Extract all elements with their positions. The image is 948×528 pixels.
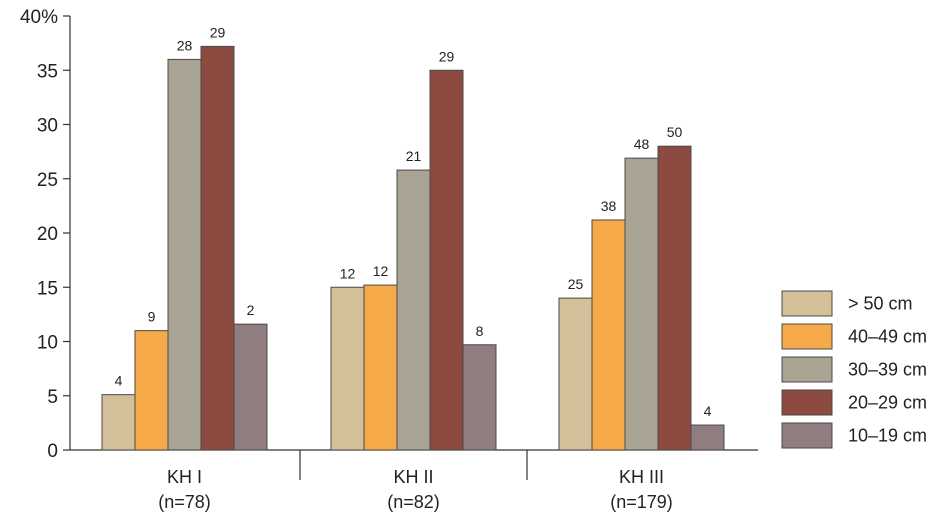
- x-category-sublabel: (n=78): [158, 492, 211, 512]
- bar-value-label: 28: [177, 37, 193, 53]
- bar: [200, 45, 235, 451]
- bar-value-label: 38: [601, 198, 617, 214]
- bar: [167, 58, 202, 451]
- bar: [462, 344, 497, 451]
- bar-value-label: 29: [439, 48, 455, 64]
- y-tick-label: 25: [37, 170, 58, 191]
- bar: [134, 330, 169, 451]
- bar-value-label: 2: [247, 302, 255, 318]
- legend-swatch: [781, 323, 833, 350]
- y-tick-label: 5: [47, 387, 58, 408]
- bar-value-label: 4: [704, 403, 712, 419]
- bar: [558, 297, 593, 451]
- x-category-sublabel: (n=82): [387, 492, 440, 512]
- legend-label: 10–19 cm: [848, 426, 927, 446]
- bar: [233, 323, 268, 451]
- x-category-sublabel: (n=179): [610, 492, 673, 512]
- bar: [429, 69, 464, 451]
- y-tick-label: 35: [37, 61, 58, 82]
- legend-label: 20–29 cm: [848, 393, 927, 413]
- x-category-label: KH I: [167, 467, 202, 487]
- bar-value-label: 29: [210, 24, 226, 40]
- bar-value-label: 25: [568, 276, 584, 292]
- bar: [624, 157, 659, 451]
- legend-label: 40–49 cm: [848, 327, 927, 347]
- y-tick-label: 30: [37, 116, 58, 137]
- bar: [690, 424, 725, 451]
- legend-swatch: [781, 422, 833, 449]
- legend-label: 30–39 cm: [848, 360, 927, 380]
- bar-value-label: 8: [476, 323, 484, 339]
- y-tick-label: 0: [47, 441, 58, 462]
- x-category-label: KH II: [393, 467, 433, 487]
- legend-swatch: [781, 356, 833, 383]
- bar-value-label: 12: [340, 265, 356, 281]
- legend: > 50 cm 40–49 cm 30–39 cm 20–29 cm 10–19 cm: [781, 290, 927, 449]
- bar-value-label: 48: [634, 136, 650, 152]
- x-category-label: KH III: [619, 467, 664, 487]
- y-tick-label: 40%: [20, 7, 58, 28]
- bar-value-label: 4: [115, 373, 123, 389]
- bars: [101, 45, 725, 451]
- bar: [363, 284, 398, 451]
- legend-swatch: [781, 389, 833, 416]
- y-tick-label: 15: [37, 278, 58, 299]
- bar-value-label: 9: [148, 309, 156, 325]
- y-tick-label: 10: [37, 333, 58, 354]
- legend-label: > 50 cm: [848, 294, 913, 314]
- bar: [396, 169, 431, 451]
- bar: [657, 145, 692, 451]
- y-tick-label: 20: [37, 224, 58, 245]
- bar: [101, 394, 136, 451]
- bar-value-label: 21: [406, 148, 422, 164]
- legend-swatch: [781, 290, 833, 317]
- bar-value-label: 12: [373, 263, 389, 279]
- bar-value-label: 50: [667, 124, 683, 140]
- bar: [330, 286, 365, 451]
- bar: [591, 219, 626, 451]
